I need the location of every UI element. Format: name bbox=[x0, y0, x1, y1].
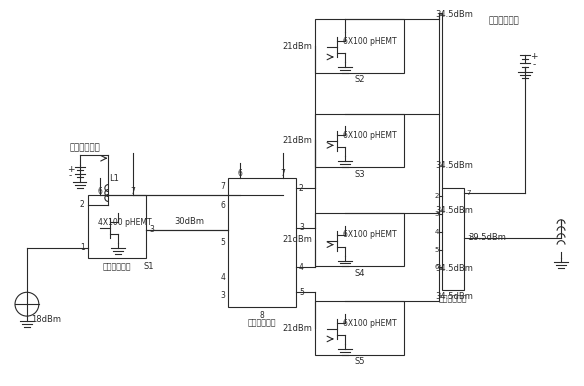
Text: 3: 3 bbox=[299, 223, 304, 232]
Text: 18dBm: 18dBm bbox=[31, 315, 61, 323]
Bar bbox=[315, 19, 404, 73]
Text: 4X100 pHEMT: 4X100 pHEMT bbox=[98, 218, 152, 227]
Text: 39.5dBm: 39.5dBm bbox=[469, 233, 506, 242]
Text: 2: 2 bbox=[80, 200, 85, 210]
Text: 34.5dBm: 34.5dBm bbox=[435, 10, 473, 19]
Text: 6X100 pHEMT: 6X100 pHEMT bbox=[343, 318, 397, 328]
Text: 34.5dBm: 34.5dBm bbox=[435, 207, 473, 215]
Text: 21dBm: 21dBm bbox=[282, 323, 312, 332]
Text: 34.5dBm: 34.5dBm bbox=[435, 292, 473, 301]
Text: 4: 4 bbox=[221, 273, 225, 282]
Text: +: + bbox=[530, 52, 538, 61]
Text: 34.5dBm: 34.5dBm bbox=[435, 161, 473, 170]
Text: 7: 7 bbox=[467, 190, 471, 196]
Text: 2: 2 bbox=[299, 183, 304, 193]
Text: 5: 5 bbox=[434, 247, 439, 252]
Text: 4: 4 bbox=[434, 229, 439, 235]
Text: 3: 3 bbox=[149, 225, 154, 234]
Bar bbox=[315, 213, 404, 266]
Text: S5: S5 bbox=[354, 357, 365, 366]
Bar bbox=[315, 113, 404, 167]
Text: 7: 7 bbox=[131, 186, 135, 196]
Text: 8: 8 bbox=[260, 311, 265, 320]
Bar bbox=[442, 188, 464, 290]
Text: 30dBm: 30dBm bbox=[174, 217, 204, 226]
Bar bbox=[315, 301, 404, 355]
Text: 级间匹配网络: 级间匹配网络 bbox=[248, 318, 276, 328]
Text: 1: 1 bbox=[80, 243, 85, 252]
Text: 21dBm: 21dBm bbox=[282, 235, 312, 244]
Text: 6: 6 bbox=[98, 186, 103, 196]
Text: 7: 7 bbox=[281, 169, 286, 178]
Text: 输出匹配网络: 输出匹配网络 bbox=[439, 295, 467, 304]
Text: 1: 1 bbox=[467, 235, 471, 241]
Text: 3: 3 bbox=[221, 291, 225, 300]
Text: 栅极偏置电源: 栅极偏置电源 bbox=[69, 144, 100, 153]
Text: -: - bbox=[533, 61, 536, 69]
Text: 6X100 pHEMT: 6X100 pHEMT bbox=[343, 230, 397, 239]
Text: 2: 2 bbox=[434, 193, 439, 199]
Text: 6X100 pHEMT: 6X100 pHEMT bbox=[343, 131, 397, 140]
Text: L1: L1 bbox=[109, 174, 119, 183]
Bar bbox=[88, 195, 146, 257]
Text: 21dBm: 21dBm bbox=[282, 42, 312, 51]
Text: 21dBm: 21dBm bbox=[282, 136, 312, 145]
Text: S2: S2 bbox=[354, 75, 365, 84]
Text: S1: S1 bbox=[143, 262, 154, 271]
Bar bbox=[228, 178, 296, 307]
Text: 5: 5 bbox=[221, 238, 225, 247]
Text: S3: S3 bbox=[354, 169, 365, 179]
Text: 6: 6 bbox=[238, 169, 243, 178]
Text: 6: 6 bbox=[221, 201, 225, 210]
Text: -: - bbox=[69, 172, 72, 181]
Text: 5: 5 bbox=[299, 288, 304, 297]
Text: 6: 6 bbox=[434, 264, 439, 271]
Text: +: + bbox=[67, 165, 74, 174]
Text: 7: 7 bbox=[221, 181, 225, 191]
Text: 34.5dBm: 34.5dBm bbox=[435, 264, 473, 273]
Text: 4: 4 bbox=[299, 263, 304, 272]
Text: 6X100 pHEMT: 6X100 pHEMT bbox=[343, 37, 397, 46]
Text: S4: S4 bbox=[354, 269, 365, 278]
Text: 输入匹配网络: 输入匹配网络 bbox=[103, 262, 131, 271]
Text: 3: 3 bbox=[434, 211, 439, 217]
Text: 漏极偏置电源: 漏极偏置电源 bbox=[489, 17, 519, 26]
